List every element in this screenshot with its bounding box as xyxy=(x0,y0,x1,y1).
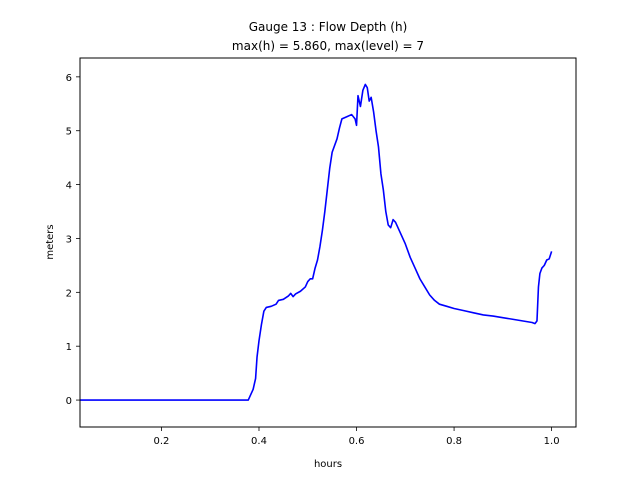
x-tick-label: 0.6 xyxy=(349,436,365,447)
plot-frame xyxy=(79,57,577,428)
x-axis-label: hours xyxy=(314,459,342,470)
x-tick-label: 0.8 xyxy=(446,436,462,447)
chart-title-line-2: max(h) = 5.860, max(level) = 7 xyxy=(232,39,424,53)
x-tick-label: 0.4 xyxy=(251,436,267,447)
x-axis-ticks: 0.2 0.4 0.6 0.8 1.0 xyxy=(153,427,560,447)
y-tick-label: 1 xyxy=(66,342,72,353)
y-tick-label: 0 xyxy=(66,396,72,407)
y-tick-label: 4 xyxy=(66,181,72,192)
x-tick-label: 0.2 xyxy=(153,436,169,447)
y-axis-label: meters xyxy=(45,224,56,259)
chart-title-line-1: Gauge 13 : Flow Depth (h) xyxy=(249,20,408,34)
x-tick-label: 1.0 xyxy=(544,436,560,447)
y-tick-label: 6 xyxy=(66,73,72,84)
y-tick-label: 3 xyxy=(66,234,72,245)
y-tick-label: 2 xyxy=(66,288,72,299)
y-tick-label: 5 xyxy=(66,127,72,138)
y-axis-ticks: 0 1 2 3 4 5 6 xyxy=(66,73,80,407)
series-line-flow-depth xyxy=(80,83,553,401)
